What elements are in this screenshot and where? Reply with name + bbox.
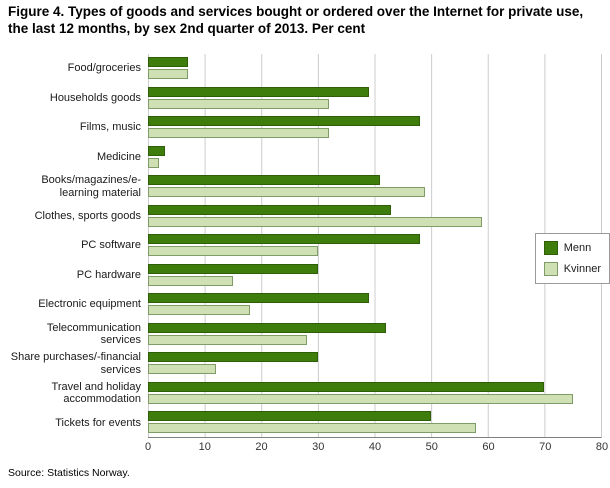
bar-kvinner (148, 364, 216, 375)
bar-kvinner (148, 246, 318, 257)
bar-group (148, 260, 601, 289)
category-label: Travel and holiday accommodation (51, 380, 141, 406)
x-tick-label: 70 (539, 440, 552, 453)
legend-item-kvinner: Kvinner (543, 262, 601, 276)
bar-kvinner (148, 69, 188, 80)
category-label: Medicine (96, 150, 141, 163)
category-label: Films, music (79, 121, 141, 134)
bar-kvinner (148, 187, 426, 198)
bar-kvinner (148, 275, 233, 286)
x-tick-label: 0 (144, 440, 152, 453)
bar-group (148, 319, 601, 348)
chart-legend: Menn Kvinner (534, 233, 610, 284)
bar-kvinner (148, 423, 477, 434)
bar-menn (148, 263, 318, 274)
bar-menn (148, 175, 381, 186)
bar-kvinner (148, 305, 250, 316)
x-tick-label: 40 (368, 440, 382, 453)
x-tick-label: 50 (425, 440, 438, 453)
x-axis: 0 10 20 30 40 50 60 70 80 (144, 438, 608, 454)
legend-swatch (543, 241, 558, 255)
x-tick-label: 10 (198, 440, 211, 453)
bar-kvinner (148, 393, 573, 404)
category-label: Share purchases/-financial services (10, 351, 141, 376)
bar-kvinner (148, 157, 160, 168)
bar-menn (148, 352, 318, 363)
bar-menn (148, 204, 392, 215)
bar-group (148, 113, 601, 142)
bar-group (148, 407, 601, 436)
bar-menn (148, 86, 369, 97)
bar-group (148, 348, 601, 377)
bar-group (148, 54, 601, 83)
x-tick-label: 30 (312, 440, 325, 453)
bar-menn (148, 57, 188, 68)
bar-group (148, 172, 601, 201)
category-label: Books/magazines/e-learning material (41, 174, 141, 199)
bar-group (148, 83, 601, 112)
bar-menn (148, 145, 165, 156)
category-label: PC software (81, 239, 141, 252)
bar-menn (148, 322, 386, 333)
category-label: Tickets for events (55, 416, 141, 429)
chart-title: Figure 4. Types of goods and services bo… (8, 4, 584, 36)
category-label: Telecommunication services (46, 321, 141, 347)
bar-kvinner (148, 128, 330, 139)
bar-group (148, 231, 601, 260)
category-label: Households goods (49, 91, 141, 104)
x-tick-label: 20 (255, 440, 268, 453)
source-text: Source: Statistics Norway. (8, 466, 130, 479)
bar-menn (148, 381, 545, 392)
category-label: Electronic equipment (38, 298, 141, 311)
category-label: Food/groceries (67, 62, 141, 75)
bar-menn (148, 116, 420, 127)
bar-chart: Food/groceries Households goods Films, mus… (8, 53, 602, 438)
legend-item-menn: Menn (543, 241, 601, 255)
legend-label: Kvinner (563, 263, 601, 275)
category-axis: Food/groceries Households goods Films, mus… (8, 54, 148, 438)
bar-group (148, 142, 601, 171)
bar-kvinner (148, 334, 307, 345)
x-tick-label: 60 (482, 440, 495, 453)
category-label: PC hardware (76, 268, 141, 281)
bar-menn (148, 411, 432, 422)
bar-kvinner (148, 98, 330, 109)
bar-group (148, 378, 601, 407)
bar-kvinner (148, 216, 483, 227)
legend-swatch (543, 262, 558, 276)
category-label: Clothes, sports goods (34, 209, 141, 222)
bar-menn (148, 293, 369, 304)
bar-group (148, 290, 601, 319)
legend-label: Menn (563, 242, 592, 254)
bar-group (148, 201, 601, 230)
bar-menn (148, 234, 420, 245)
x-tick-label: 80 (595, 440, 609, 453)
plot-area (148, 53, 602, 438)
